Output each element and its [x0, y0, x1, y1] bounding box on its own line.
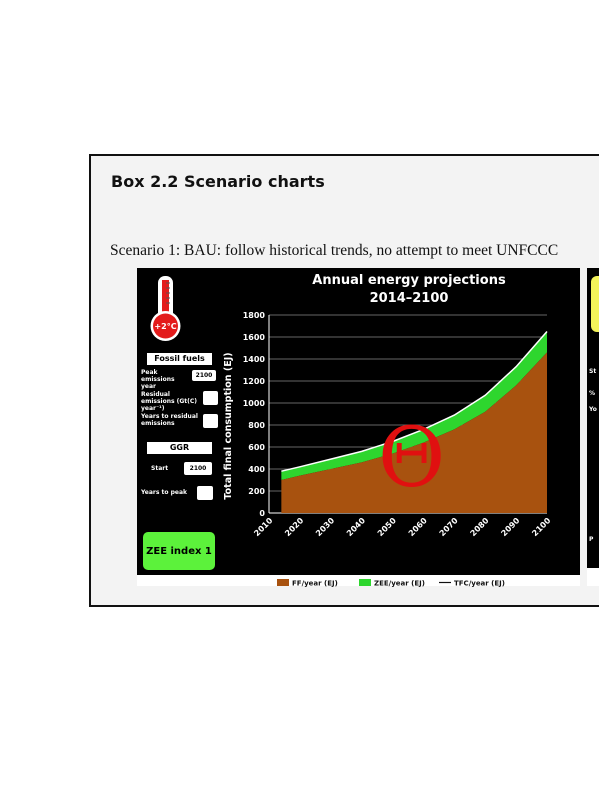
- zee-index-button[interactable]: ZEE index 1: [143, 532, 215, 570]
- x-tick-label: 2010: [252, 516, 274, 538]
- theta-symbol: Θ: [378, 411, 446, 506]
- chart-title: Annual energy projections: [312, 273, 506, 288]
- start-input[interactable]: 2100: [184, 462, 212, 475]
- residual-emissions-input[interactable]: [203, 391, 218, 405]
- x-tick-label: 2030: [314, 516, 336, 538]
- y-tick-label: 400: [248, 465, 265, 474]
- x-tick-label: 2090: [499, 516, 521, 538]
- chart-legend: FF/year (EJ) ZEE/year (EJ) TFC/year (EJ): [137, 575, 580, 588]
- y-tick-label: 0: [259, 509, 265, 518]
- y-axis-label: Total final consumption (EJ): [223, 352, 234, 499]
- thermometer-icon: +2°C: [150, 276, 181, 341]
- box-title: Box 2.2 Scenario charts: [111, 172, 325, 191]
- scenario-box: Box 2.2 Scenario charts Scenario 1: BAU:…: [89, 154, 599, 607]
- panel2-label-2: %: [589, 390, 596, 397]
- x-tick-label: 2100: [530, 516, 552, 538]
- thermometer-badge-2: [591, 276, 599, 332]
- panel2-label-5: P: [589, 536, 594, 543]
- x-tick-label: 2080: [469, 516, 491, 538]
- legend-bar-2: [587, 568, 599, 586]
- legend-swatch: [359, 579, 371, 586]
- scenario-chart-panel-2: St % Yo C P: [587, 268, 599, 586]
- fossil-fuels-header: Fossil fuels: [147, 353, 212, 365]
- energy-projection-chart: Annual energy projections 2014–2100 0 200…: [223, 273, 553, 538]
- start-label: Start: [151, 465, 169, 472]
- y-tick-label: 800: [248, 421, 265, 430]
- y-tick-label: 1200: [243, 377, 266, 386]
- x-tick-label: 2050: [376, 516, 398, 538]
- chart-areas: [281, 331, 548, 513]
- legend-label: ZEE/year (EJ): [374, 580, 425, 588]
- y-axis-ticks: 0 200 400 600 800 1000 1200 1400 1600 1800: [243, 311, 266, 518]
- residual-emissions-label: Residual emissions (Gt(C) year⁻¹): [141, 391, 198, 412]
- legend-label: TFC/year (EJ): [454, 580, 505, 588]
- y-tick-label: 1800: [243, 311, 266, 320]
- x-axis-ticks: 2010 2020 2030 2040 2050 2060 2070 2080 2090 2100: [252, 516, 552, 538]
- x-tick-label: 2040: [345, 516, 367, 538]
- legend-label: FF/year (EJ): [292, 580, 338, 588]
- ff-area: [281, 352, 547, 513]
- years-to-peak-input[interactable]: [197, 486, 213, 500]
- panel2-label-1: St: [589, 368, 597, 375]
- x-tick-label: 2070: [438, 516, 460, 538]
- thermometer-label: +2°C: [154, 322, 176, 331]
- y-tick-label: 600: [248, 443, 265, 452]
- years-to-residual-input[interactable]: [203, 414, 218, 428]
- x-tick-label: 2020: [283, 516, 305, 538]
- y-tick-label: 1600: [243, 333, 266, 342]
- ggr-header: GGR: [147, 442, 212, 454]
- tfc-line: [281, 331, 548, 472]
- scenario-chart-panel: +2°C Fossil fuels Peak emissions year 21…: [137, 268, 580, 588]
- years-to-residual-label: Years to residual emissions: [141, 413, 198, 427]
- chart-subtitle: 2014–2100: [370, 291, 449, 306]
- x-tick-label: 2060: [407, 516, 429, 538]
- y-tick-label: 1400: [243, 355, 266, 364]
- y-tick-label: 1000: [243, 399, 266, 408]
- panel2-label-3: Yo: [589, 406, 597, 413]
- years-to-peak-label: Years to peak: [141, 489, 188, 496]
- peak-emissions-year-input[interactable]: 2100: [192, 370, 216, 381]
- peak-emissions-year-label: Peak emissions year: [141, 369, 175, 390]
- y-tick-label: 200: [248, 487, 265, 496]
- scenario-caption: Scenario 1: BAU: follow historical trend…: [110, 242, 559, 259]
- legend-swatch: [277, 579, 289, 586]
